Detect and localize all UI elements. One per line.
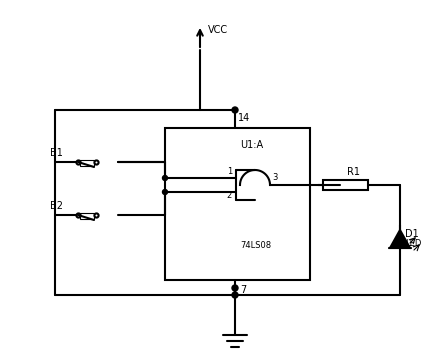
Polygon shape: [390, 230, 410, 248]
Bar: [80, 160, 94, 166]
Text: D1: D1: [405, 229, 419, 239]
Bar: [80, 213, 94, 219]
Text: B2: B2: [50, 201, 63, 211]
Bar: [323, 180, 368, 190]
Text: 74LS08: 74LS08: [240, 241, 271, 250]
Circle shape: [162, 189, 167, 194]
Text: 3: 3: [272, 173, 277, 182]
Text: 7: 7: [240, 285, 246, 295]
Circle shape: [232, 285, 238, 291]
Text: 2: 2: [227, 191, 232, 200]
Text: VCC: VCC: [208, 25, 228, 35]
Text: 1: 1: [227, 167, 232, 176]
Text: U1:A: U1:A: [240, 140, 263, 150]
Circle shape: [232, 292, 238, 298]
Text: 14: 14: [238, 113, 250, 123]
Circle shape: [162, 176, 167, 181]
Text: R1: R1: [347, 167, 360, 177]
Bar: [165, 128, 310, 280]
Text: B1: B1: [50, 148, 63, 158]
Text: LED: LED: [405, 240, 421, 249]
Circle shape: [232, 107, 238, 113]
